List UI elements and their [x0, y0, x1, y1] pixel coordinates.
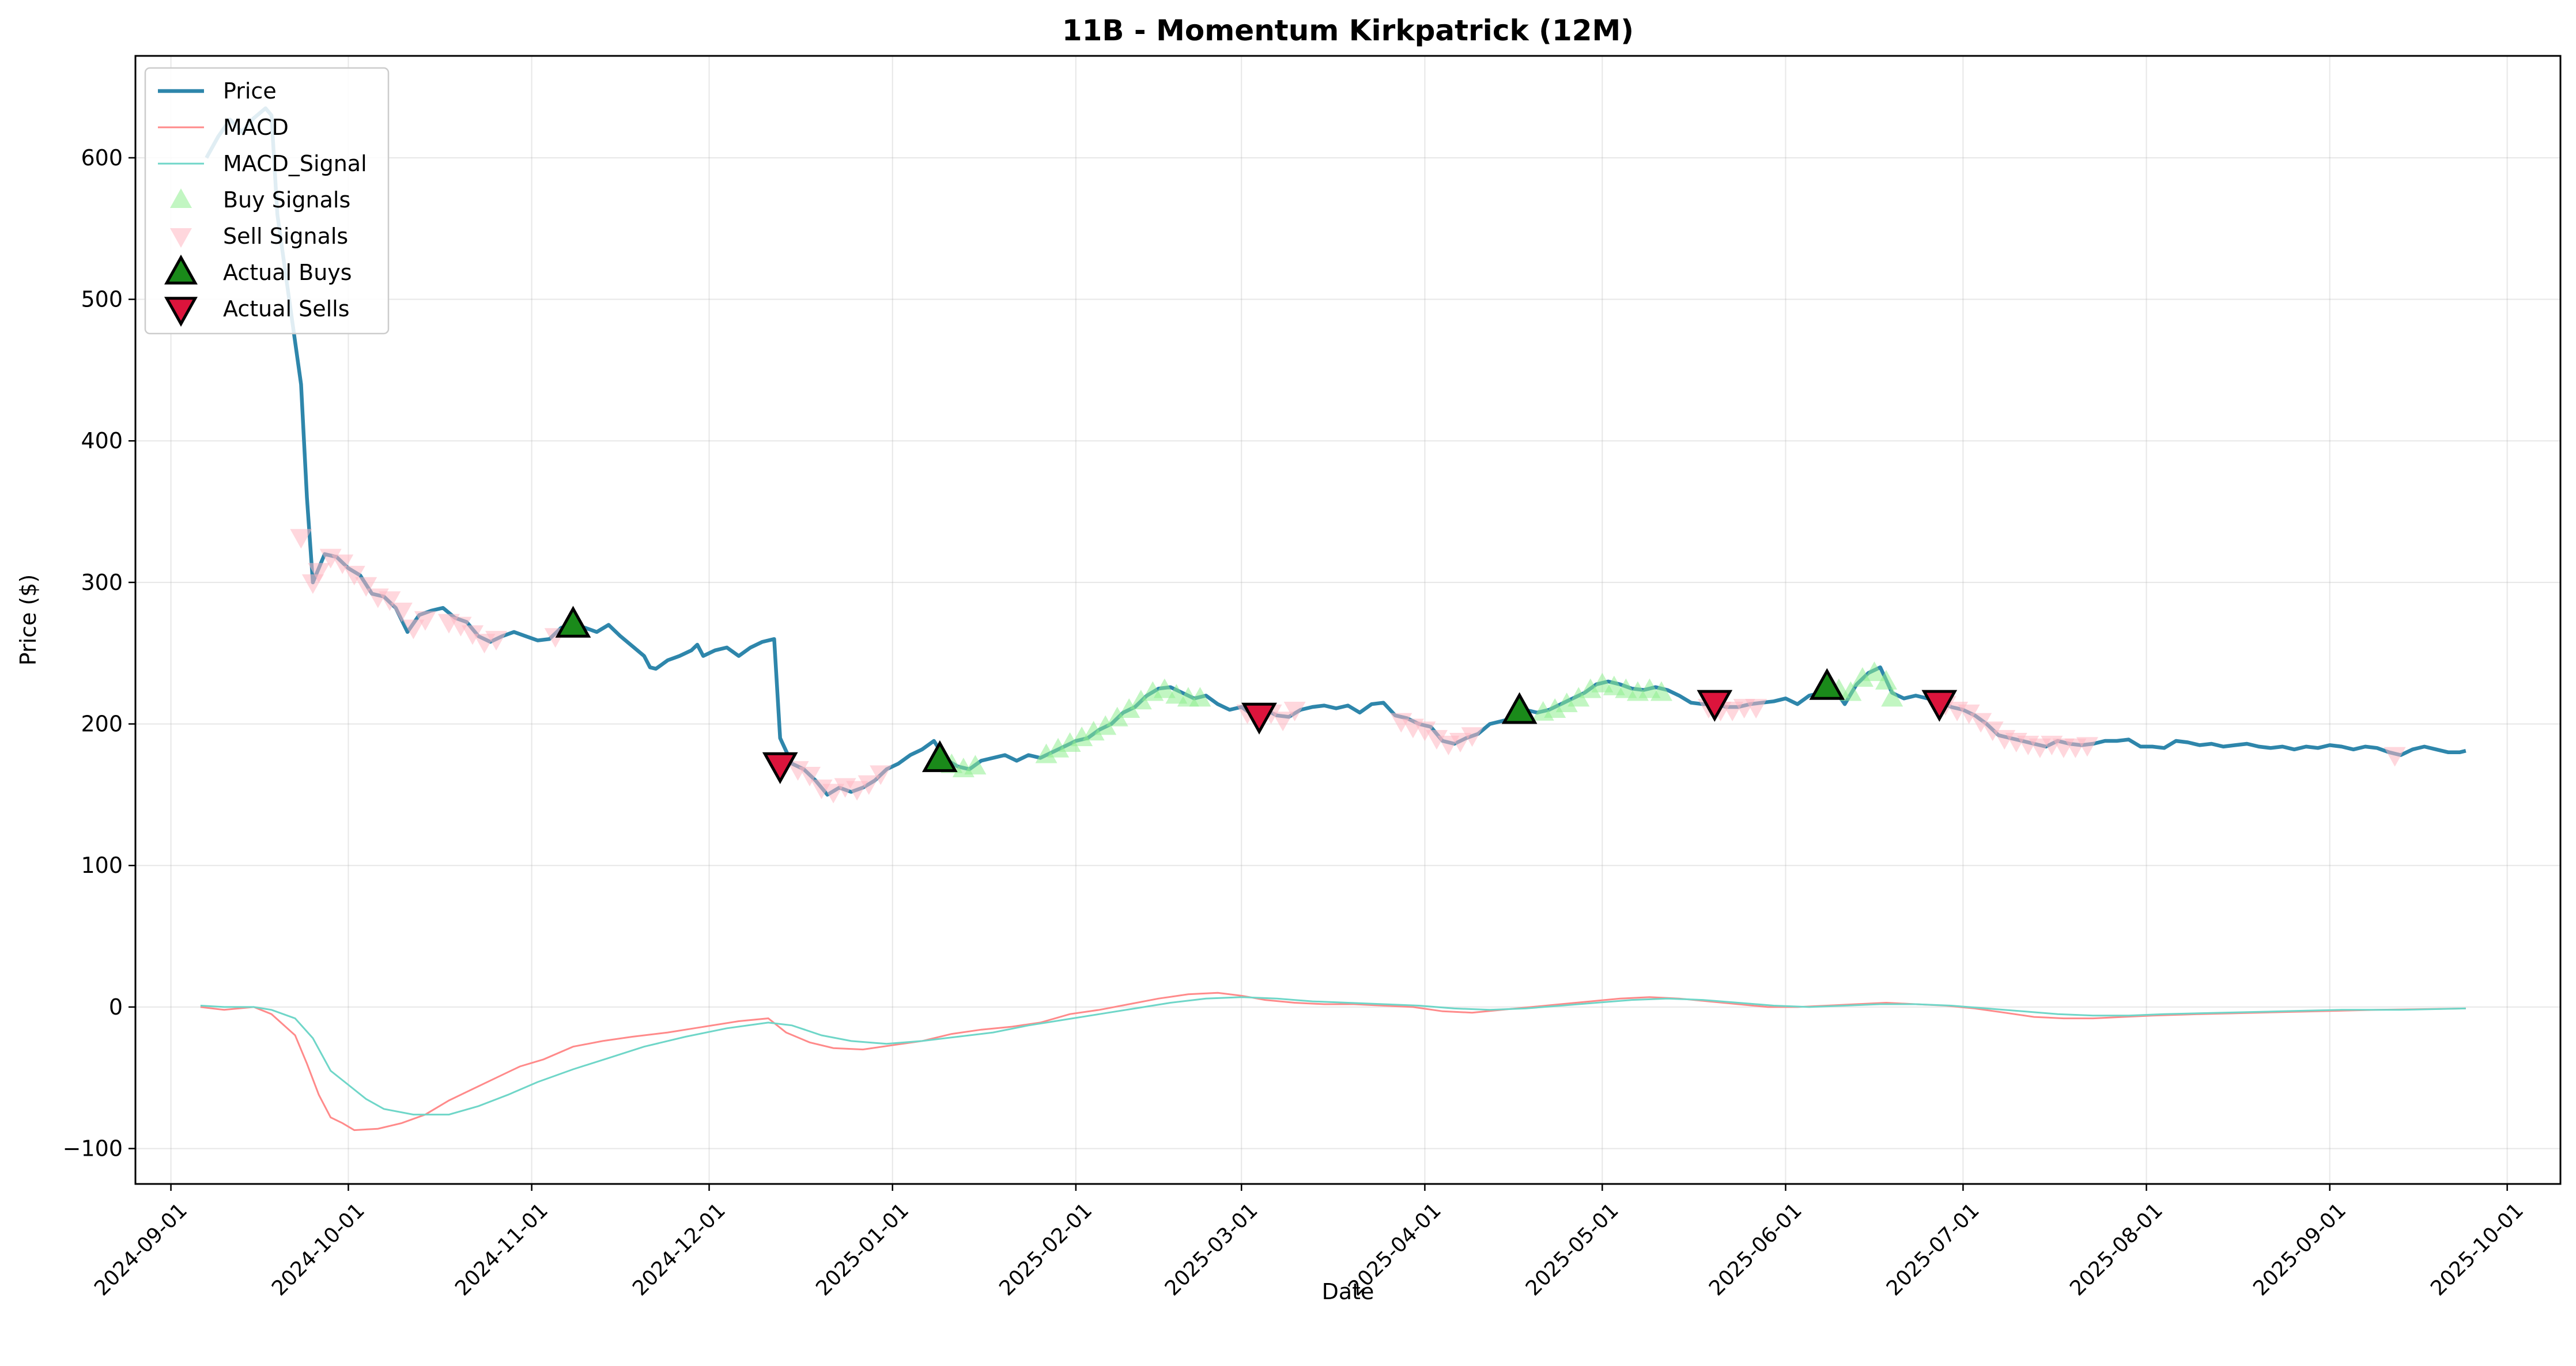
sell-signal-marker	[355, 577, 377, 597]
sell-signal-marker	[799, 767, 821, 787]
legend-box	[144, 67, 390, 335]
y-tick-label: −100	[63, 1136, 123, 1161]
y-tick-label: 300	[81, 570, 123, 595]
sell-signal-marker	[822, 784, 845, 804]
sell-signal-marker	[379, 591, 401, 611]
buy-signal-marker	[1071, 726, 1093, 747]
sell-signal-marker	[290, 529, 312, 549]
buy-signal-marker	[1650, 681, 1672, 701]
y-tick-label: 400	[81, 428, 123, 453]
buy-signal-marker	[1106, 706, 1128, 726]
legend-macd-signal-label: MACD_Signal	[223, 151, 367, 176]
buy-signal-marker	[1094, 715, 1117, 735]
buy-signal-marker	[1851, 667, 1874, 687]
actual-sell-marker	[762, 752, 798, 784]
chart-title: 11B - Momentum Kirkpatrick (12M)	[1062, 14, 1634, 47]
sell-signal-marker	[787, 761, 809, 781]
legend-buy-signals-label: Buy Signals	[223, 187, 350, 213]
grid	[135, 56, 2560, 1184]
sell-signal-marker	[1970, 713, 1992, 733]
buy-signal-marker	[1189, 687, 1211, 707]
legend-actual-sells-swatch	[164, 297, 198, 327]
buy-signal-marker	[1544, 698, 1566, 718]
buy-signal-marker	[1567, 687, 1590, 707]
sell-signal-marker	[1981, 721, 2004, 741]
actual-buy-marker	[1501, 692, 1538, 724]
legend-actual-buys-label: Actual Buys	[223, 260, 352, 285]
sell-signal-marker	[462, 625, 484, 645]
y-axis-label: Price ($)	[16, 574, 41, 666]
plot-frame	[134, 55, 2562, 1185]
sell-signal-marker	[319, 548, 342, 569]
x-axis-label: Date	[1322, 1279, 1374, 1304]
buy-signal-marker	[1555, 693, 1578, 713]
sell-signal-marker	[1745, 699, 1767, 719]
buy-signal-marker	[1035, 743, 1057, 763]
actual-sell-marker	[1241, 702, 1277, 735]
actual-buy-marker	[921, 740, 958, 773]
legend-sell-signals-swatch	[170, 228, 192, 248]
actual-buy-marker	[1809, 668, 1845, 700]
sell-signal-marker	[1390, 713, 1412, 733]
legend-sell-signals-label: Sell Signals	[223, 224, 348, 249]
legend-buy-signals-swatch	[170, 188, 192, 208]
sell-signal-marker	[1414, 721, 1436, 741]
buy-signal-marker	[1047, 737, 1070, 758]
sell-signal-marker	[1272, 712, 1294, 732]
sell-signal-marker	[1449, 733, 1472, 753]
y-axis: −100 0 100 200 300 400 500 600	[63, 145, 135, 1161]
sell-signal-marker	[414, 611, 436, 631]
sell-signal-marker	[450, 616, 472, 637]
sell-signal-marker	[870, 765, 892, 785]
sell-signal-marker	[343, 566, 365, 586]
sell-signal-marker	[308, 563, 330, 583]
legend-price-label: Price	[223, 78, 277, 104]
buy-signal-marker	[964, 755, 987, 775]
signal-markers	[290, 529, 2406, 804]
y-tick-label: 0	[109, 994, 123, 1020]
sell-signal-marker	[846, 781, 868, 801]
sell-signal-marker	[858, 775, 880, 795]
sell-signal-marker	[1461, 727, 1483, 747]
actual-sell-marker	[1697, 690, 1733, 722]
buy-signal-marker	[1130, 690, 1152, 710]
sell-signal-marker	[402, 619, 425, 640]
y-tick-label: 500	[81, 287, 123, 312]
legend-macd-label: MACD	[223, 115, 289, 140]
buy-signal-marker	[1840, 681, 1862, 701]
y-tick-label: 600	[81, 145, 123, 171]
buy-signal-marker	[1863, 661, 1886, 682]
buy-signal-marker	[1153, 678, 1176, 698]
sell-signal-marker	[2384, 747, 2406, 767]
legend: Price MACD MACD_Signal Buy Signals Sell Sign…	[144, 67, 390, 335]
buy-signal-marker	[1118, 698, 1140, 718]
macd-signal-line	[200, 996, 2466, 1116]
buy-signal-marker	[1059, 732, 1081, 752]
buy-signal-marker	[1881, 687, 1903, 707]
sell-signal-marker	[485, 631, 508, 651]
actual-trade-markers	[555, 606, 1958, 784]
buy-signal-marker	[1875, 669, 1897, 690]
macd-lines	[200, 992, 2466, 1132]
sell-signal-marker	[1958, 704, 1980, 724]
sell-signal-marker	[390, 603, 413, 623]
buy-signal-marker	[1579, 678, 1601, 698]
sell-signal-marker	[2076, 737, 2098, 757]
actual-buy-marker	[555, 606, 591, 638]
sell-signal-marker	[331, 554, 354, 574]
sell-signal-marker	[1283, 702, 1306, 722]
sell-signal-marker	[1425, 730, 1448, 750]
buy-signal-marker	[1082, 721, 1105, 741]
legend-actual-buys-swatch	[164, 254, 198, 285]
y-tick-label: 200	[81, 712, 123, 737]
legend-actual-sells-label: Actual Sells	[223, 296, 350, 321]
actual-sell-marker	[1921, 690, 1958, 722]
y-tick-label: 100	[81, 853, 123, 878]
